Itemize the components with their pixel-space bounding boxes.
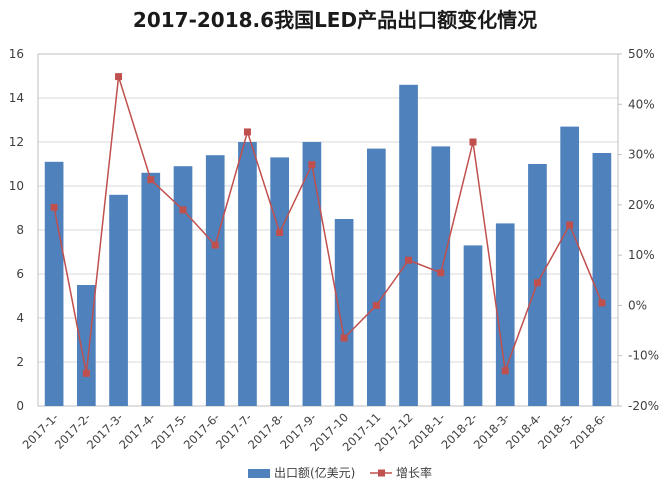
line-point (437, 269, 445, 277)
y-left-tick-label: 14 (9, 91, 24, 105)
bar (141, 172, 161, 406)
line-point (115, 73, 123, 81)
bar (76, 285, 96, 406)
line-point (501, 367, 509, 375)
bar (270, 157, 290, 406)
bar (399, 84, 418, 407)
y-right-tick-label: 0% (628, 298, 647, 312)
bar (560, 126, 580, 406)
bar (205, 155, 225, 406)
line-point (308, 161, 316, 169)
y-left-tick-label: 6 (16, 267, 24, 281)
bar (495, 223, 515, 406)
y-left-tick-label: 12 (9, 135, 24, 149)
bar (238, 142, 257, 406)
line-point (50, 203, 58, 211)
y-right-tick-label: -10% (628, 349, 659, 363)
chart-title: 2017-2018.6我国LED产品出口额变化情况 (132, 8, 538, 32)
y-left-tick-label: 10 (9, 179, 24, 193)
line-point (82, 369, 90, 377)
y-left-tick-label: 4 (16, 311, 24, 325)
bar (109, 194, 128, 406)
bar (334, 219, 354, 406)
bar (366, 148, 386, 406)
y-left-tick-label: 0 (16, 399, 24, 413)
plot-area-border (37, 53, 619, 407)
line-point (179, 206, 187, 214)
y-left-tick-label: 16 (9, 47, 24, 61)
line-point (469, 138, 477, 146)
legend-label-growth: 增长率 (396, 465, 432, 480)
y-right-tick-label: 30% (628, 148, 655, 162)
y-left-tick-label: 8 (16, 223, 24, 237)
y-right-tick-label: 40% (628, 97, 655, 111)
legend-swatch-growth-marker (378, 469, 385, 477)
line-point (211, 241, 219, 249)
bar (302, 142, 322, 406)
y-right-tick-label: -20% (628, 399, 659, 413)
bar (463, 245, 483, 406)
line-point (405, 256, 413, 264)
line-point (598, 299, 606, 307)
line-point (533, 279, 541, 287)
line-point (340, 334, 348, 342)
line-point (372, 301, 380, 309)
growth-rate-line (53, 76, 603, 374)
line-point (566, 221, 574, 229)
legend-label-exports: 出口额(亿美元) (274, 465, 355, 480)
y-right-tick-label: 10% (628, 248, 655, 262)
bar (44, 161, 64, 406)
bar (592, 153, 612, 406)
line-point (243, 128, 251, 136)
x-category-label: 2018-6- (567, 410, 609, 452)
line-point (147, 176, 155, 184)
bar (173, 166, 193, 406)
legend-swatch-exports (248, 469, 270, 478)
y-left-tick-label: 2 (16, 355, 24, 369)
y-right-tick-label: 50% (628, 47, 655, 61)
line-point (276, 229, 284, 237)
y-right-tick-label: 20% (628, 198, 655, 212)
